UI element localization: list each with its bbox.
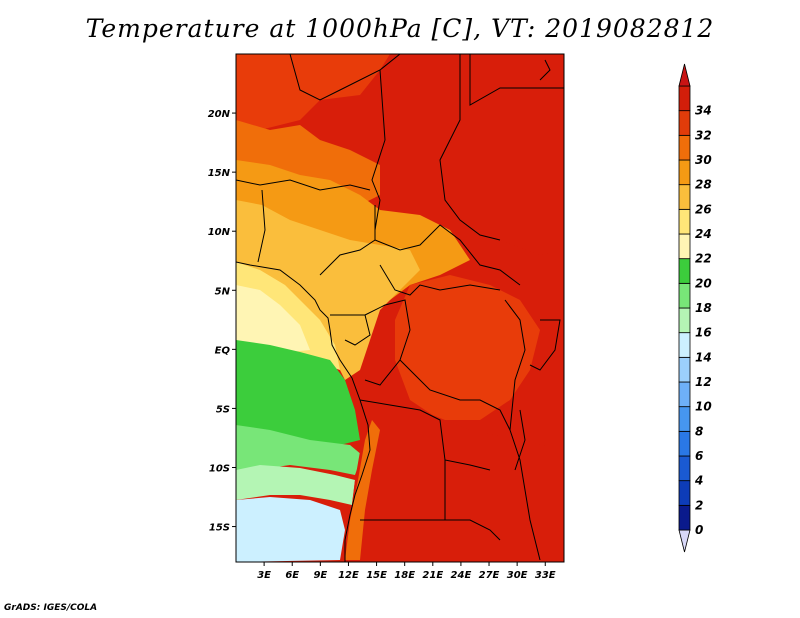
lon-tick-label: 6E: [285, 570, 299, 581]
border-car: [374, 224, 521, 286]
field-26: [236, 200, 420, 380]
lon-tick-label: 15E: [366, 570, 387, 581]
colorbar-label: 26: [695, 202, 712, 216]
lon-tick-label: 9E: [313, 570, 327, 581]
colorbar-swatch: [678, 307, 691, 334]
border-libya-egypt: [469, 54, 564, 106]
colorbar-swatch: [678, 406, 691, 432]
colorbar-label: 2: [695, 498, 703, 512]
colorbar-swatch: [678, 381, 691, 408]
colorbar-swatch: [678, 332, 691, 358]
country-borders: [236, 54, 564, 561]
lon-tick-label: 27E: [479, 570, 500, 581]
border-niger-nigeria: [236, 179, 371, 191]
colorbar-swatch: [678, 85, 691, 112]
lake-north: [539, 59, 551, 81]
field-20: [236, 340, 360, 445]
lat-tick-label: 15N: [208, 168, 231, 179]
colorbar-label: 4: [694, 474, 703, 488]
border-lake-victoria: [529, 319, 561, 371]
colorbar-label: 24: [695, 227, 712, 241]
longitude-axis: 3E 6E 9E 12E 15E 18E 21E 24E 27E 30E 33E: [257, 562, 556, 581]
colorbar-label: 6: [695, 449, 703, 463]
colorbar-label: 34: [695, 104, 712, 118]
border-nigeria-cameroon: [319, 205, 376, 276]
colorbar-swatch: [678, 455, 691, 482]
latitude-axis: 20N 15N 10N 5N EQ 5S 10S 15S: [208, 109, 236, 534]
colorbar-label: 32: [695, 128, 712, 142]
border-east-lakes: [504, 299, 541, 561]
colorbar-over-triangle: [678, 63, 691, 87]
colorbar-swatch: [678, 110, 691, 136]
lat-tick-label: 20N: [208, 109, 231, 120]
lon-tick-label: 21E: [422, 570, 443, 581]
lon-tick-label: 24E: [451, 570, 472, 581]
field-18: [236, 425, 362, 475]
lat-tick-label: 15S: [209, 523, 230, 534]
border-zambia: [444, 460, 501, 541]
lat-tick-label: 5N: [215, 286, 231, 297]
colorbar-swatch: [678, 134, 691, 161]
temperature-field: [236, 54, 564, 562]
map-frame: [235, 53, 565, 563]
lake-tanganyika: [514, 409, 526, 471]
border-congo: [364, 299, 411, 386]
field-30-coast: [345, 420, 380, 560]
lat-tick-label: 10N: [208, 227, 231, 238]
colorbar-label: 14: [695, 350, 712, 364]
colorbar-swatch: [678, 258, 691, 284]
colorbar-swatch: [678, 233, 691, 260]
field-34-south: [345, 400, 564, 562]
colorbar-label: 16: [695, 326, 712, 340]
border-algeria-niger: [289, 54, 401, 101]
colorbar-swatch: [678, 159, 691, 186]
border-chad-sudan: [439, 54, 501, 241]
field-14: [236, 497, 345, 562]
field-32-congo: [395, 275, 540, 420]
border-benin: [257, 189, 266, 263]
lon-tick-label: 12E: [338, 570, 359, 581]
colorbar-swatch: [678, 282, 691, 309]
lat-tick-label: 10S: [209, 463, 230, 474]
lat-tick-label: EQ: [215, 345, 231, 356]
lon-tick-label: 3E: [257, 570, 271, 581]
colorbar-label: 10: [695, 400, 712, 414]
lon-tick-label: 30E: [507, 570, 528, 581]
map-title: Temperature at 1000hPa [C], VT: 20190828…: [85, 14, 715, 43]
border-angola: [359, 399, 491, 471]
colorbar-label: 20: [695, 276, 712, 290]
colorbar-label: 8: [695, 424, 703, 438]
colorbar-label: 22: [695, 252, 712, 266]
field-32-north: [236, 54, 390, 130]
border-gabon: [330, 314, 371, 346]
colorbar-swatch: [678, 356, 691, 383]
border-niger-chad: [371, 69, 386, 231]
colorbar-label: 12: [695, 375, 712, 389]
colorbar-swatch: [678, 184, 691, 210]
colorbar-under-triangle: [678, 529, 691, 553]
colorbar-swatch: [678, 430, 691, 457]
colorbar-swatch: [678, 480, 691, 506]
colorbar-label: 18: [695, 301, 712, 315]
footer-credit: GrADS: IGES/COLA: [4, 603, 98, 613]
lat-tick-label: 5S: [216, 404, 230, 415]
colorbar-swatch: [678, 208, 691, 235]
colorbar-label: 0: [695, 523, 703, 537]
field-22: [236, 285, 310, 352]
lon-tick-label: 33E: [535, 570, 556, 581]
coastline-west: [236, 261, 371, 562]
colorbar-label: 28: [695, 178, 712, 192]
border-car-drc: [379, 264, 501, 296]
lon-tick-label: 18E: [394, 570, 415, 581]
colorbar-label: 30: [695, 153, 712, 167]
field-16: [236, 465, 355, 505]
border-drc-south: [399, 359, 511, 431]
colorbar-swatch: [678, 504, 691, 531]
